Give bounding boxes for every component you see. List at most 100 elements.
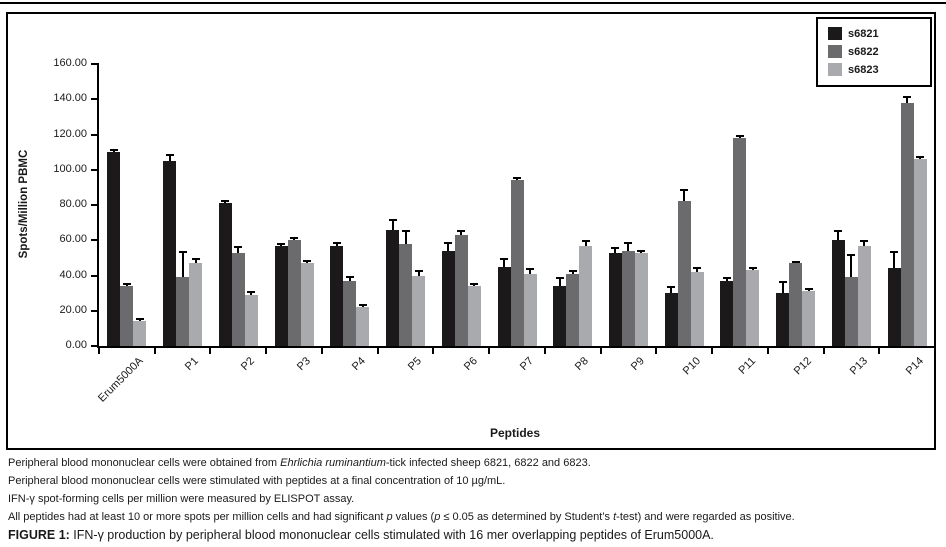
error-bar-cap [860, 240, 869, 243]
bar-s6821 [218, 203, 232, 346]
error-bar-stem [906, 95, 909, 103]
caption-text-segment: -tick infected sheep 6821, 6822 and 6823… [385, 457, 591, 469]
bar-s6822 [789, 263, 803, 346]
bar-s6821 [776, 293, 790, 346]
x-axis-tick [600, 346, 602, 354]
error-bar [804, 287, 813, 292]
x-axis-category-label: P14 [903, 355, 926, 378]
error-bar-stem [460, 229, 463, 235]
x-axis-category-label: P12 [791, 355, 815, 378]
error-bar-stem [529, 268, 531, 274]
legend-swatch [828, 45, 842, 58]
legend-swatch [828, 27, 842, 40]
error-bar [135, 317, 144, 322]
bar-s6823 [356, 307, 370, 346]
error-bar [345, 275, 354, 281]
legend-swatch [828, 63, 842, 76]
caption-note-line: Peripheral blood mononuclear cells were … [8, 457, 940, 470]
x-axis-tick [488, 346, 490, 354]
x-axis-tick [823, 346, 825, 354]
error-bar-stem [558, 277, 561, 287]
x-axis-tick [711, 346, 713, 354]
caption-text-segment: t [613, 511, 617, 523]
error-bar [191, 257, 200, 264]
y-axis-tick-label: 160.00 [53, 57, 87, 69]
error-bar-cap [221, 199, 230, 202]
caption-note-line: IFN-γ spot-forming cells per million wer… [8, 493, 940, 506]
error-bar-cap [444, 242, 453, 245]
caption-text-segment: FIGURE 1: [8, 528, 70, 542]
error-bar [778, 280, 787, 294]
y-axis-tick-label: 120.00 [53, 127, 87, 140]
error-bar-cap [778, 280, 787, 283]
error-bar-cap [500, 257, 508, 260]
error-bar-stem [168, 153, 171, 161]
x-axis-category-label: P9 [628, 355, 647, 374]
error-bar-stem [614, 247, 617, 253]
legend-label: s6823 [848, 63, 879, 76]
error-bar-stem [194, 257, 197, 264]
error-bar [470, 282, 479, 287]
x-axis-category-label: P5 [406, 355, 425, 374]
error-bar [860, 240, 869, 246]
x-axis-tick [98, 346, 100, 354]
chart-legend: s6821 s6822 s6823 [816, 17, 932, 87]
error-bar [624, 242, 633, 251]
error-bar-cap [611, 247, 620, 250]
legend-label: s6822 [848, 45, 879, 58]
error-bar [332, 242, 341, 246]
error-bar-cap [916, 155, 925, 158]
bar-s6821 [720, 280, 734, 346]
bar-s6823 [467, 286, 481, 346]
bar-s6821 [386, 229, 400, 346]
error-bar-cap [568, 270, 577, 273]
bar-s6822 [621, 250, 635, 346]
error-bar [581, 240, 590, 246]
y-axis-tick [91, 98, 99, 101]
legend-item: s6821 [828, 27, 924, 40]
error-bar-cap [332, 242, 341, 245]
error-bar-cap [345, 275, 354, 278]
error-bar [722, 277, 731, 281]
error-bar-cap [135, 317, 144, 320]
x-axis-category-label: P8 [573, 355, 592, 374]
bar-s6823 [189, 263, 203, 346]
error-bar-stem [584, 240, 587, 246]
error-bar-stem [863, 240, 866, 246]
error-bar [667, 286, 676, 294]
bar-s6821 [497, 266, 511, 346]
bar-s6822 [287, 240, 301, 346]
bar-s6821 [664, 293, 678, 346]
error-bar-cap [735, 134, 744, 137]
error-bar [568, 270, 577, 274]
bar-s6823 [300, 263, 314, 346]
bar-s6823 [244, 294, 258, 346]
bar-s6821 [107, 152, 121, 346]
caption-note-line: All peptides had at least 10 or more spo… [8, 511, 940, 524]
bar-s6823 [133, 321, 147, 346]
bar-s6823 [913, 159, 927, 346]
error-bar [358, 303, 367, 308]
error-bar-stem [181, 250, 184, 278]
error-bar [637, 249, 646, 253]
x-axis-category-label: Erum5000A [95, 355, 146, 405]
error-bar [834, 229, 843, 241]
x-axis-tick [321, 346, 323, 354]
error-bar-stem [696, 266, 699, 272]
error-bar-cap [847, 254, 856, 257]
y-axis-tick-label: 80.00 [59, 198, 87, 210]
error-bar [247, 291, 256, 295]
bar-s6823 [412, 275, 426, 346]
bar-s6823 [857, 245, 871, 346]
error-bar [890, 250, 899, 269]
plot-area: 0.00 20.00 40.00 60.00 80.00 100.00 120.00 140.… [53, 57, 936, 405]
error-bar-cap [247, 291, 256, 294]
caption-note-line: Peripheral blood mononuclear cells were … [8, 475, 940, 488]
error-bar-cap [470, 282, 479, 285]
error-bar [234, 245, 243, 253]
error-bar [693, 266, 702, 272]
error-bar-stem [503, 257, 505, 267]
error-bar [555, 277, 564, 287]
x-axis-category-label: P6 [461, 355, 480, 374]
error-bar-stem [781, 280, 784, 294]
